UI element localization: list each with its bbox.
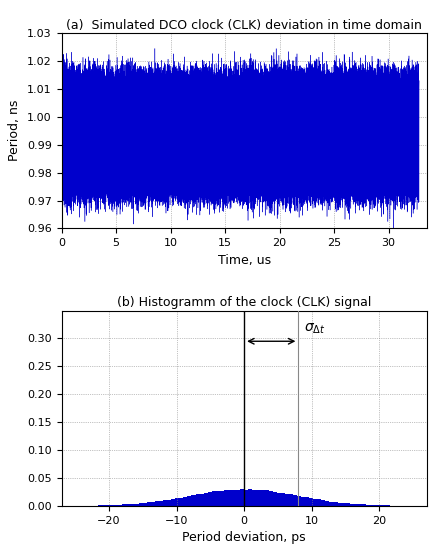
Bar (358, 504, 362, 506)
Bar (159, 501, 163, 506)
Bar (350, 504, 354, 506)
Bar (382, 505, 386, 506)
Bar (167, 500, 171, 506)
Bar (110, 505, 114, 506)
Bar (212, 492, 216, 506)
X-axis label: Period deviation, ps: Period deviation, ps (183, 531, 306, 544)
Bar (277, 493, 281, 506)
Bar (204, 493, 208, 506)
Bar (179, 498, 183, 506)
Bar (354, 504, 358, 506)
Bar (139, 503, 143, 506)
Bar (195, 494, 200, 506)
Bar (285, 494, 289, 506)
Bar (220, 491, 224, 506)
Bar (240, 489, 244, 506)
Bar (232, 490, 236, 506)
Bar (378, 505, 382, 506)
Bar (114, 505, 118, 506)
Bar (317, 499, 321, 506)
Bar (135, 504, 139, 506)
Bar (131, 504, 135, 506)
Bar (252, 490, 257, 506)
Bar (248, 489, 252, 506)
Bar (260, 490, 264, 506)
Bar (143, 503, 147, 506)
Bar (334, 502, 337, 506)
Bar (264, 491, 268, 506)
Bar (151, 502, 155, 506)
Bar (147, 502, 151, 506)
Title: (b) Histogramm of the clock (CLK) signal: (b) Histogramm of the clock (CLK) signal (117, 296, 371, 310)
Bar (273, 492, 277, 506)
Bar (208, 492, 212, 506)
Bar (337, 503, 341, 506)
Bar (106, 505, 110, 506)
Bar (187, 496, 191, 506)
Y-axis label: Period, ns: Period, ns (8, 100, 22, 161)
Bar (155, 502, 159, 506)
Bar (309, 498, 313, 506)
Bar (289, 494, 293, 506)
Bar (374, 505, 378, 506)
Bar (244, 490, 248, 506)
Bar (366, 505, 370, 506)
Bar (281, 493, 285, 506)
Bar (228, 490, 232, 506)
Bar (191, 496, 195, 506)
Title: (a)  Simulated DCO clock (CLK) deviation in time domain: (a) Simulated DCO clock (CLK) deviation … (66, 19, 422, 32)
Bar (102, 505, 106, 506)
Bar (301, 497, 305, 506)
Bar (236, 490, 240, 506)
Bar (257, 490, 260, 506)
Bar (200, 494, 204, 506)
Bar (305, 497, 309, 506)
Bar (122, 504, 127, 506)
Bar (224, 490, 228, 506)
Bar (341, 503, 346, 506)
Bar (346, 503, 350, 506)
Bar (370, 505, 374, 506)
Bar (163, 500, 167, 506)
X-axis label: Time, us: Time, us (218, 254, 271, 267)
Bar (313, 499, 317, 506)
Bar (321, 500, 325, 506)
Bar (183, 497, 187, 506)
Bar (171, 499, 175, 506)
Bar (330, 502, 334, 506)
Bar (297, 496, 301, 506)
Bar (362, 504, 366, 506)
Bar (293, 496, 297, 506)
Bar (127, 504, 131, 506)
Bar (268, 491, 273, 506)
Bar (216, 491, 220, 506)
Text: $\sigma_{\Delta t}$: $\sigma_{\Delta t}$ (304, 321, 325, 336)
Bar (325, 501, 330, 506)
Bar (175, 498, 179, 506)
Bar (118, 505, 122, 506)
